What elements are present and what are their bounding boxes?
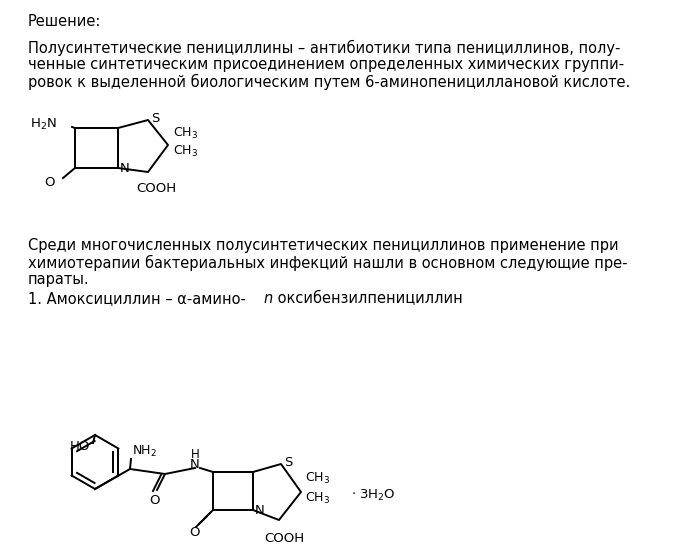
Text: COOH: COOH <box>136 182 176 194</box>
Text: оксибензилпенициллин: оксибензилпенициллин <box>273 291 463 306</box>
Text: O: O <box>45 176 55 188</box>
Text: Полусинтетические пенициллины – антибиотики типа пенициллинов, полу-: Полусинтетические пенициллины – антибиот… <box>28 40 620 56</box>
Text: CH$_3$: CH$_3$ <box>173 125 198 141</box>
Text: параты.: параты. <box>28 272 90 287</box>
Text: CH$_3$: CH$_3$ <box>305 470 330 486</box>
Text: O: O <box>189 526 199 539</box>
Text: H: H <box>190 448 199 461</box>
Text: N: N <box>255 505 265 518</box>
Text: Решение:: Решение: <box>28 14 101 29</box>
Text: CH$_3$: CH$_3$ <box>173 144 198 158</box>
Text: Среди многочисленных полусинтетических пенициллинов применение при: Среди многочисленных полусинтетических п… <box>28 238 619 253</box>
Text: NH$_2$: NH$_2$ <box>132 443 157 459</box>
Text: n: n <box>263 291 273 306</box>
Text: химиотерапии бактериальных инфекций нашли в основном следующие пре-: химиотерапии бактериальных инфекций нашл… <box>28 255 627 271</box>
Text: S: S <box>284 455 292 469</box>
Text: HO: HO <box>70 440 90 454</box>
Text: N: N <box>190 459 200 471</box>
Text: O: O <box>150 495 160 507</box>
Text: S: S <box>151 113 160 125</box>
Text: COOH: COOH <box>264 532 304 544</box>
Text: N: N <box>120 162 130 176</box>
Text: ченные синтетическим присоединением определенных химических группи-: ченные синтетическим присоединением опре… <box>28 57 624 72</box>
Text: $\cdot$ 3H$_2$O: $\cdot$ 3H$_2$O <box>351 487 395 502</box>
Text: 1. Амоксициллин – α-амино-: 1. Амоксициллин – α-амино- <box>28 291 246 306</box>
Text: CH$_3$: CH$_3$ <box>305 490 330 506</box>
Text: ровок к выделенной биологическим путем 6-аминопенициллановой кислоте.: ровок к выделенной биологическим путем 6… <box>28 74 630 90</box>
Text: H$_2$N: H$_2$N <box>30 116 57 131</box>
